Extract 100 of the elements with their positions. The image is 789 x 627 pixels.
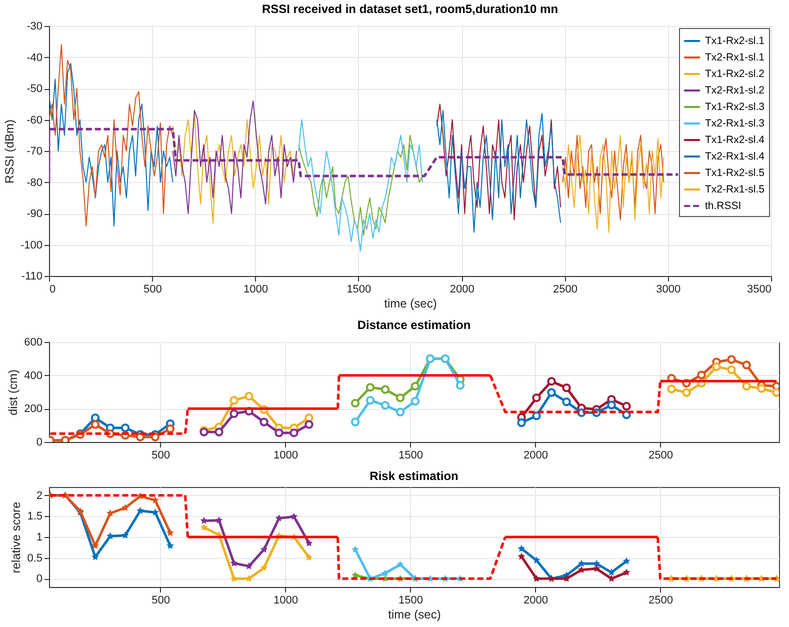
point: [742, 360, 751, 370]
y-tick-label: -60: [26, 114, 42, 126]
x-tick-label: 500: [143, 284, 162, 296]
point: [562, 574, 570, 582]
point: [200, 524, 208, 531]
point: [200, 516, 208, 524]
y-tick-label: 600: [24, 336, 42, 348]
legend-label: Tx2-Rx1-sl.2: [705, 84, 765, 96]
point: [742, 382, 751, 391]
x-tick-label: 1500: [398, 450, 423, 462]
point: [275, 514, 283, 522]
point: [245, 574, 253, 582]
point: [92, 542, 99, 549]
point: [592, 560, 600, 567]
x-tick-label: 500: [152, 594, 170, 606]
point: [120, 423, 130, 432]
point: [396, 393, 405, 402]
point: [305, 539, 313, 546]
point: [712, 362, 721, 372]
point: [622, 402, 631, 411]
point: [260, 418, 268, 426]
y-tick-label: 0.5: [27, 552, 42, 564]
point: [352, 571, 359, 578]
point: [230, 396, 238, 405]
point: [214, 428, 224, 436]
x-axis-title: time (sec): [388, 608, 441, 622]
point: [352, 546, 359, 553]
point: [230, 559, 238, 566]
point: [456, 380, 465, 390]
y-tick-label: -70: [26, 146, 42, 158]
y-tick-label: -30: [26, 20, 42, 32]
y-tick-label: 0: [36, 573, 42, 586]
point: [150, 432, 160, 442]
point: [106, 532, 114, 540]
point: [682, 388, 691, 397]
point: [380, 400, 390, 410]
y-tick-label: 400: [24, 370, 42, 382]
point: [305, 554, 313, 561]
x-tick-label: 1500: [346, 284, 372, 296]
x-tick-label: 2000: [524, 594, 548, 606]
point: [215, 516, 223, 524]
y-tick-label: -80: [26, 176, 42, 189]
point: [518, 544, 526, 552]
point: [667, 384, 676, 394]
legend-label: Tx2-Rx1-sl.4: [705, 150, 765, 162]
y-tick-label: 0: [36, 436, 42, 448]
point: [622, 568, 630, 576]
point: [122, 504, 129, 511]
point: [90, 413, 100, 422]
y-tick-label: 1: [36, 532, 42, 544]
x-tick-label: 0: [50, 284, 56, 296]
legend-label: Tx1-Rx2-sl.1: [705, 35, 765, 47]
point: [166, 424, 175, 434]
point: [92, 553, 99, 560]
point: [122, 531, 129, 538]
point: [230, 409, 238, 418]
point: [274, 428, 284, 438]
point: [727, 355, 736, 364]
point: [547, 388, 556, 397]
y-tick-label: 1.5: [27, 510, 42, 523]
point: [592, 564, 600, 572]
point: [366, 382, 375, 392]
point: [290, 512, 298, 520]
x-tick-label: 3000: [656, 284, 681, 296]
point: [290, 428, 298, 438]
point: [410, 396, 420, 406]
x-tick-label: 2000: [450, 284, 474, 296]
point: [230, 574, 238, 582]
y-tick-label: -40: [26, 52, 42, 64]
point: [532, 556, 540, 564]
point: [350, 418, 360, 426]
point: [304, 420, 314, 429]
point: [757, 384, 766, 393]
point: [517, 418, 526, 428]
chart-title: RSSI received in dataset set1, room5,duration10 mn: [262, 2, 558, 16]
x-tick-label: 1000: [274, 450, 298, 462]
legend-label: Tx2-Rx1-sl.1: [705, 52, 765, 64]
x-tick-label: 2000: [524, 450, 548, 462]
point: [260, 546, 268, 553]
legend-label: th.RSSI: [705, 200, 742, 212]
point: [382, 569, 389, 576]
point: [304, 413, 314, 422]
point: [166, 542, 174, 549]
legend-label: Tx2-Rx1-sl.3: [705, 118, 765, 130]
point: [396, 408, 405, 416]
x-tick-label: 500: [152, 450, 170, 462]
x-axis-title: time (sec): [384, 296, 437, 310]
y-tick-label: 200: [24, 403, 42, 416]
legend-label: Tx1-Rx2-sl.3: [705, 101, 765, 113]
chart-title: Risk estimation: [370, 469, 458, 483]
point: [578, 560, 586, 567]
point: [532, 393, 541, 402]
y-tick-label: -50: [26, 83, 42, 95]
x-tick-label: 3500: [747, 284, 772, 296]
point: [380, 385, 390, 394]
y-axis-title: RSSI (dBm): [2, 119, 16, 184]
chart-title: Distance estimation: [357, 318, 471, 332]
point: [607, 400, 616, 410]
y-axis-title: relative score: [9, 502, 24, 574]
legend-label: Tx1-Rx2-sl.5: [705, 167, 765, 179]
